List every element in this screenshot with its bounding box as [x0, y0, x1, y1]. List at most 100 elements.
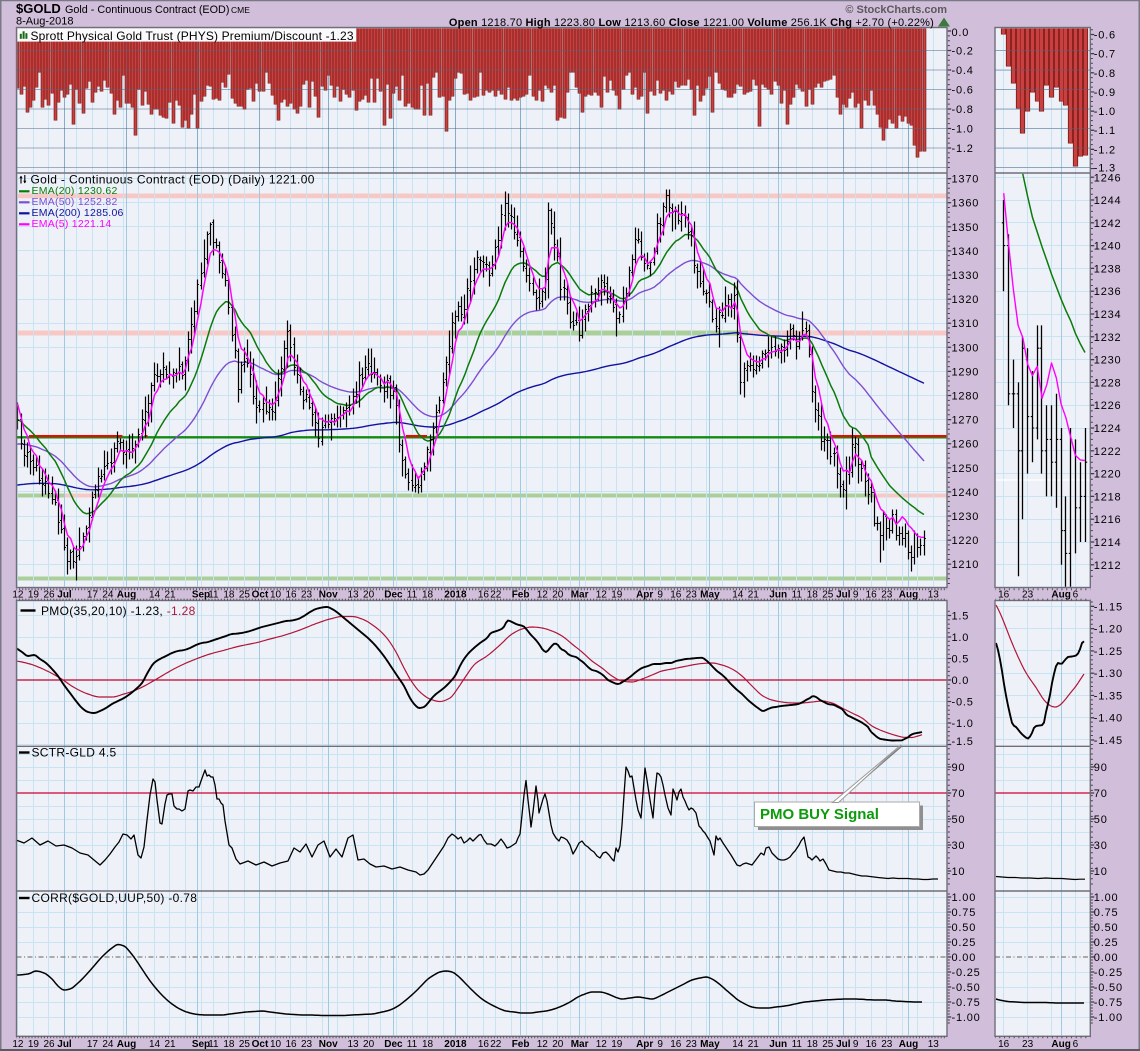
svg-text:21: 21 — [164, 590, 176, 601]
svg-text:12: 12 — [537, 1039, 549, 1050]
svg-text:0.50: 0.50 — [1094, 922, 1119, 934]
svg-text:16: 16 — [285, 1039, 297, 1050]
svg-text:May: May — [700, 1039, 720, 1050]
svg-text:18: 18 — [807, 1039, 819, 1050]
svg-text:16: 16 — [670, 1039, 682, 1050]
svg-text:CORR($GOLD,UUP,50) -0.78: CORR($GOLD,UUP,50) -0.78 — [32, 891, 198, 905]
svg-text:EMA(200) 1285.06: EMA(200) 1285.06 — [32, 207, 124, 219]
svg-text:1300: 1300 — [952, 342, 980, 354]
svg-text:1240: 1240 — [952, 487, 980, 499]
svg-text:18: 18 — [422, 590, 434, 601]
svg-text:90: 90 — [1094, 762, 1108, 774]
svg-text:PMO BUY Signal: PMO BUY Signal — [760, 806, 879, 823]
svg-text:Aug: Aug — [117, 1039, 136, 1050]
svg-text:23: 23 — [686, 1039, 698, 1050]
svg-text:1330: 1330 — [952, 270, 980, 282]
svg-text:23: 23 — [1022, 1039, 1034, 1050]
svg-text:25: 25 — [822, 590, 834, 601]
svg-text:© StockCharts.com: © StockCharts.com — [845, 4, 947, 16]
svg-text:Nov: Nov — [319, 1039, 338, 1050]
svg-text:11: 11 — [407, 1039, 418, 1050]
svg-text:1270: 1270 — [952, 415, 980, 427]
svg-text:10: 10 — [1094, 866, 1108, 878]
svg-text:1232: 1232 — [1094, 332, 1122, 344]
svg-text:25: 25 — [239, 590, 251, 601]
svg-text:18: 18 — [807, 590, 819, 601]
svg-text:-0.8: -0.8 — [952, 104, 974, 116]
svg-text:16: 16 — [478, 590, 490, 601]
svg-text:Dec: Dec — [384, 1039, 403, 1050]
svg-text:1220: 1220 — [1094, 469, 1122, 481]
svg-text:-0.25: -0.25 — [1094, 967, 1123, 979]
svg-text:11: 11 — [792, 1039, 803, 1050]
svg-text:Aug: Aug — [899, 590, 918, 601]
svg-text:Gold - Continuous Contract (EO: Gold - Continuous Contract (EOD) — [65, 4, 229, 16]
svg-text:12: 12 — [537, 590, 549, 601]
svg-text:1246: 1246 — [1094, 173, 1122, 185]
svg-text:1360: 1360 — [952, 198, 980, 210]
svg-text:-1.3: -1.3 — [1094, 163, 1116, 175]
svg-text:1260: 1260 — [952, 439, 980, 451]
svg-text:1240: 1240 — [1094, 241, 1122, 253]
svg-text:2018: 2018 — [444, 1039, 467, 1050]
svg-text:23: 23 — [301, 590, 313, 601]
svg-text:21: 21 — [748, 590, 760, 601]
svg-text:12: 12 — [596, 590, 608, 601]
svg-text:Jun: Jun — [769, 590, 787, 601]
svg-text:2018: 2018 — [444, 590, 467, 601]
svg-text:-0.9: -0.9 — [1094, 87, 1116, 99]
svg-text:1230: 1230 — [952, 511, 980, 523]
svg-text:PMO(35,20,10) -1.23, -1.28: PMO(35,20,10) -1.23, -1.28 — [41, 604, 196, 618]
svg-text:16: 16 — [866, 1039, 878, 1050]
svg-text:11: 11 — [208, 590, 219, 601]
svg-text:Feb: Feb — [512, 590, 530, 601]
svg-text:19: 19 — [28, 590, 40, 601]
svg-text:16: 16 — [478, 1039, 490, 1050]
svg-text:10: 10 — [952, 866, 966, 878]
svg-text:-0.2: -0.2 — [952, 46, 974, 58]
svg-text:1.5: 1.5 — [952, 611, 970, 623]
svg-text:20: 20 — [552, 1039, 564, 1050]
svg-text:0.25: 0.25 — [952, 937, 977, 949]
svg-text:6: 6 — [1073, 1039, 1079, 1050]
svg-text:70: 70 — [952, 788, 966, 800]
svg-text:11: 11 — [792, 590, 803, 601]
svg-text:18: 18 — [223, 590, 235, 601]
svg-text:1310: 1310 — [952, 318, 980, 330]
svg-text:-1.25: -1.25 — [1094, 646, 1123, 658]
svg-text:0.50: 0.50 — [952, 922, 977, 934]
svg-text:Aug: Aug — [899, 1039, 918, 1050]
svg-text:Sep: Sep — [192, 590, 210, 601]
svg-text:16: 16 — [866, 590, 878, 601]
svg-text:Sprott Physical Gold Trust (PH: Sprott Physical Gold Trust (PHYS) Premiu… — [31, 29, 354, 43]
svg-text:0.75: 0.75 — [952, 907, 977, 919]
svg-text:23: 23 — [301, 1039, 313, 1050]
svg-text:13: 13 — [928, 1039, 940, 1050]
svg-text:9: 9 — [853, 590, 859, 601]
svg-text:12: 12 — [596, 1039, 608, 1050]
svg-text:Jul: Jul — [836, 1039, 851, 1050]
svg-text:21: 21 — [164, 1039, 176, 1050]
svg-text:1224: 1224 — [1094, 423, 1122, 435]
svg-text:Apr: Apr — [636, 590, 653, 601]
svg-text:Aug: Aug — [117, 590, 136, 601]
svg-text:25: 25 — [239, 1039, 251, 1050]
svg-text:22: 22 — [490, 1039, 502, 1050]
svg-text:Feb: Feb — [512, 1039, 530, 1050]
svg-text:-1.5: -1.5 — [952, 736, 974, 748]
svg-text:14: 14 — [732, 590, 744, 601]
svg-text:EMA(5) 1221.14: EMA(5) 1221.14 — [32, 218, 112, 230]
svg-text:-0.6: -0.6 — [1094, 30, 1116, 42]
svg-text:1236: 1236 — [1094, 286, 1122, 298]
svg-text:30: 30 — [952, 840, 966, 852]
svg-text:19: 19 — [28, 1039, 40, 1050]
svg-text:-0.75: -0.75 — [1094, 997, 1123, 1009]
svg-text:12: 12 — [12, 590, 24, 601]
svg-text:23: 23 — [881, 1039, 893, 1050]
svg-text:19: 19 — [611, 590, 623, 601]
svg-text:24: 24 — [102, 590, 114, 601]
svg-text:23: 23 — [686, 590, 698, 601]
svg-text:12: 12 — [12, 1039, 24, 1050]
svg-text:1210: 1210 — [952, 559, 980, 571]
svg-text:1230: 1230 — [1094, 355, 1122, 367]
